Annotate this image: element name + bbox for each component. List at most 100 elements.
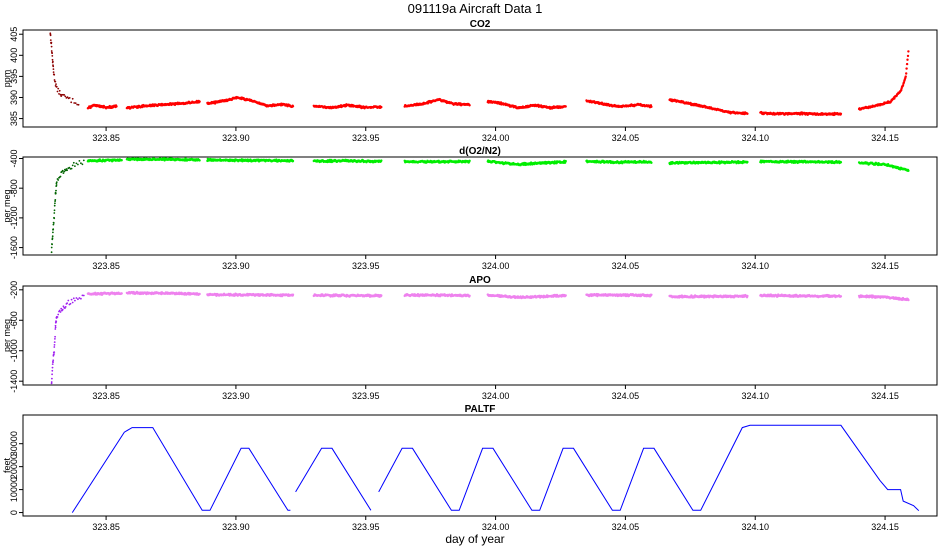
data-point <box>53 351 56 353</box>
data-point <box>53 346 56 348</box>
data-point <box>80 297 82 300</box>
y-axis-label: ppm <box>2 70 12 88</box>
data-point <box>50 251 53 254</box>
data-point <box>70 298 73 301</box>
x-tick-label: 324.00 <box>482 133 510 143</box>
data-point <box>51 363 54 365</box>
data-point <box>52 222 55 224</box>
x-tick-label: 324.05 <box>612 133 640 143</box>
x-tick-label: 324.05 <box>612 261 640 271</box>
data-point <box>54 192 57 195</box>
data-point <box>905 62 909 66</box>
data-point <box>77 103 80 106</box>
data-point <box>746 112 749 116</box>
data-point <box>291 105 295 108</box>
data-point <box>51 55 54 57</box>
data-point <box>71 301 74 304</box>
data-point <box>60 307 63 310</box>
x-axis-label: day of year <box>445 532 504 546</box>
data-point <box>64 95 67 98</box>
data-point <box>52 60 54 63</box>
data-point <box>75 297 78 299</box>
data-point <box>72 161 75 164</box>
data-point <box>54 328 57 330</box>
panel-title: APO <box>469 275 491 286</box>
x-tick-label: 324.05 <box>612 391 640 401</box>
panel-title: PALTF <box>465 404 496 415</box>
data-point <box>82 294 85 297</box>
data-point <box>51 235 54 238</box>
y-axis-label: feet <box>2 457 12 473</box>
data-point <box>905 67 908 70</box>
data-point <box>650 161 653 164</box>
data-point <box>54 326 57 329</box>
data-point <box>52 223 55 226</box>
data-point <box>82 159 85 162</box>
data-point <box>64 169 67 172</box>
y-axis-label: per meg <box>2 189 12 222</box>
altitude-line <box>378 424 920 512</box>
data-point <box>68 166 71 169</box>
data-point <box>69 302 72 305</box>
data-point <box>54 202 56 205</box>
data-point <box>52 231 54 234</box>
x-tick-label: 323.85 <box>92 522 120 532</box>
data-point <box>50 45 53 48</box>
x-tick-label: 323.90 <box>222 522 250 532</box>
data-point <box>71 97 74 100</box>
data-point <box>51 377 53 380</box>
data-point <box>53 73 56 76</box>
data-point <box>64 306 67 308</box>
data-point <box>52 359 55 362</box>
data-point <box>53 217 56 220</box>
data-point <box>49 34 52 37</box>
data-point <box>55 83 57 85</box>
altitude-line <box>295 447 372 511</box>
data-point <box>906 54 910 58</box>
data-point <box>57 313 60 316</box>
data-point <box>54 324 57 327</box>
data-point <box>54 335 56 338</box>
data-point <box>650 105 653 109</box>
x-tick-label: 323.90 <box>222 261 250 271</box>
data-point <box>66 96 69 99</box>
data-point <box>115 105 118 108</box>
data-point <box>70 167 73 170</box>
x-tick-label: 324.10 <box>741 391 769 401</box>
y-tick-label: 20000 <box>9 454 19 479</box>
data-point <box>81 163 84 166</box>
data-point <box>76 103 79 106</box>
data-point <box>59 175 62 178</box>
data-point <box>50 41 53 44</box>
data-point <box>77 298 79 301</box>
data-point <box>50 50 53 52</box>
x-tick-label: 324.05 <box>612 522 640 532</box>
data-point <box>54 80 57 83</box>
data-point <box>58 89 61 92</box>
data-point <box>52 65 55 68</box>
data-point <box>53 204 56 207</box>
plot-frame <box>22 29 938 128</box>
data-point <box>839 161 843 164</box>
data-point <box>78 297 81 299</box>
x-tick-label: 324.15 <box>871 261 899 271</box>
y-tick-label: -800 <box>9 179 19 197</box>
data-point <box>63 170 66 173</box>
data-point <box>53 344 56 346</box>
y-tick-label: 10000 <box>9 477 19 502</box>
data-point <box>893 97 896 100</box>
x-tick-label: 323.95 <box>352 522 380 532</box>
data-point <box>564 159 567 163</box>
data-point <box>61 308 64 311</box>
data-point <box>56 316 59 318</box>
data-point <box>59 311 62 313</box>
x-tick-label: 324.10 <box>741 261 769 271</box>
data-point <box>66 169 68 172</box>
data-point <box>78 160 81 162</box>
data-point <box>74 299 76 302</box>
data-point <box>746 160 749 164</box>
data-point <box>51 237 54 240</box>
y-tick-label: -400 <box>9 149 19 167</box>
y-tick-label: -1200 <box>9 206 19 229</box>
